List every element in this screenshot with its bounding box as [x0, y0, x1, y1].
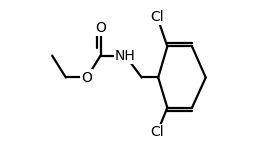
Text: O: O [81, 71, 92, 84]
Text: Cl: Cl [151, 10, 164, 24]
Text: NH: NH [115, 49, 136, 63]
Text: Cl: Cl [151, 125, 164, 139]
Text: O: O [95, 21, 106, 35]
